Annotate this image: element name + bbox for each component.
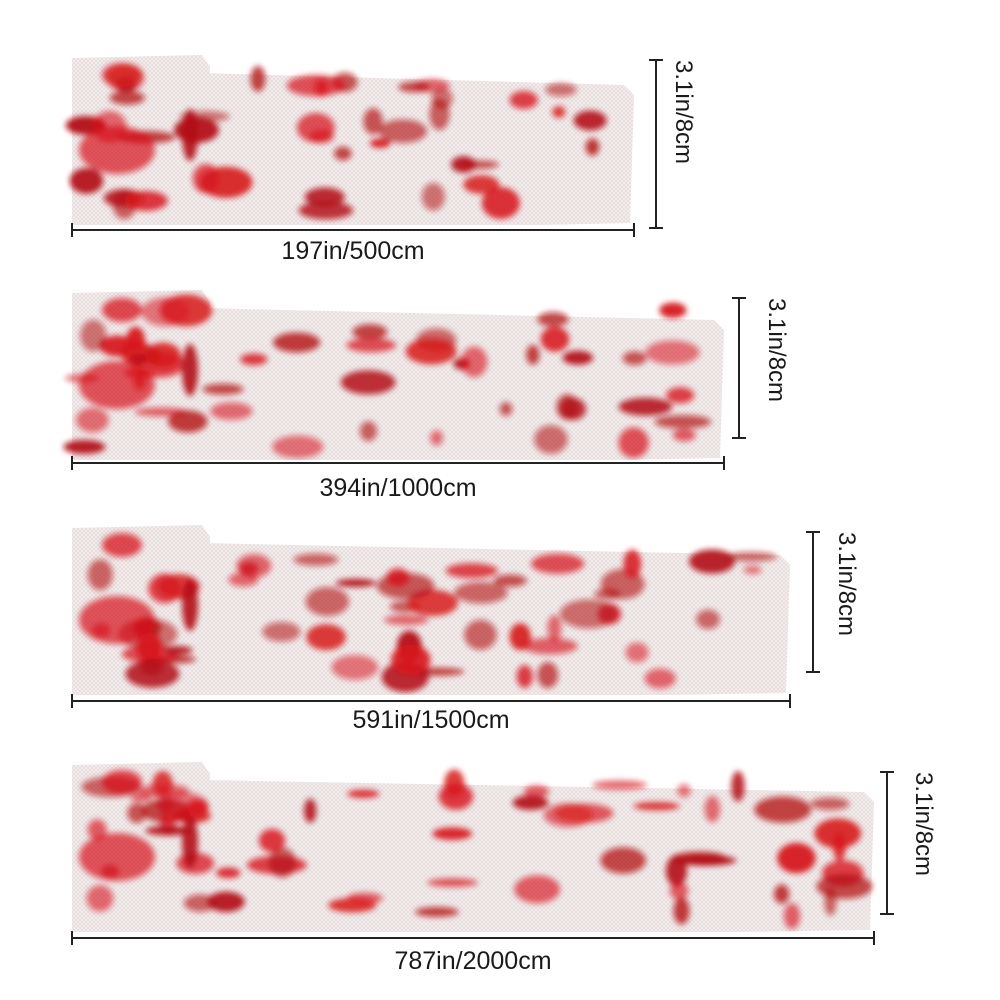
height-dimension-line (806, 531, 820, 673)
length-label: 394in/1000cm (319, 474, 477, 502)
size-variant-500cm: 197in/500cm 3.1in/8cm (0, 25, 1000, 265)
blood-splatter (65, 63, 607, 220)
blood-splatter (79, 533, 777, 693)
length-label: 787in/2000cm (394, 947, 552, 975)
size-variant-1000cm: 394in/1000cm 3.1in/8cm (0, 260, 1000, 502)
bloody-gauze-image (63, 290, 724, 460)
length-label: 591in/1500cm (352, 706, 510, 734)
bloody-gauze-image (72, 762, 874, 932)
height-label: 3.1in/8cm (910, 772, 937, 877)
length-dimension-line (71, 456, 725, 470)
gauze-strip (200, 308, 724, 460)
height-label: 3.1in/8cm (763, 298, 790, 403)
height-label: 3.1in/8cm (833, 532, 860, 637)
bloody-gauze-image (65, 55, 634, 225)
length-dimension-line (71, 694, 791, 708)
height-dimension-line (880, 771, 894, 915)
height-label: 3.1in/8cm (670, 60, 697, 165)
blood-splatter (63, 294, 712, 459)
size-variant-2000cm: 787in/2000cm 3.1in/8cm (0, 732, 1000, 987)
height-dimension-line (649, 59, 663, 229)
length-dimension-line (71, 223, 635, 237)
size-variant-1500cm: 591in/1500cm 3.1in/8cm (0, 495, 1000, 735)
bloody-gauze-image (72, 525, 790, 695)
height-dimension-line (732, 297, 746, 439)
length-dimension-line (71, 931, 875, 945)
gauze-strip (200, 73, 634, 225)
length-label: 197in/500cm (281, 237, 425, 265)
blood-splatter (79, 769, 873, 929)
